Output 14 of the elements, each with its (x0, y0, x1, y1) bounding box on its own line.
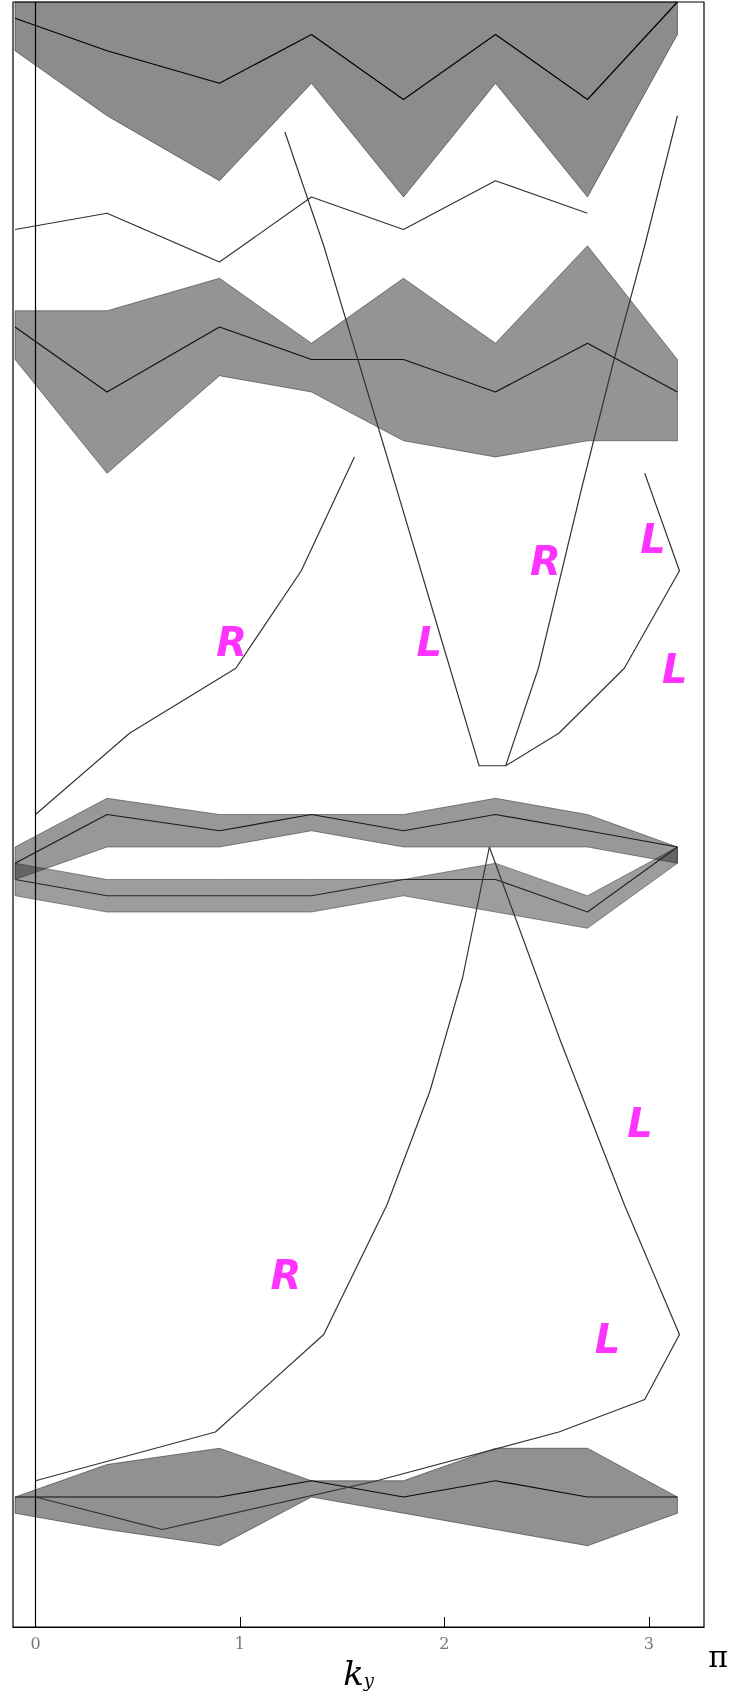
x-axis-title: ky (343, 1652, 375, 1693)
x-tick-label: 2 (439, 1633, 450, 1653)
text: π (708, 1638, 728, 1674)
x-tick-label: 0 (30, 1633, 41, 1653)
annotation: R (270, 1251, 302, 1298)
annotation: L (416, 618, 442, 665)
x-tick-label: 1 (234, 1633, 246, 1653)
annotation: L (627, 1100, 653, 1147)
annotation: L (640, 516, 666, 563)
annotation: L (594, 1316, 621, 1363)
annotation: R (216, 618, 248, 665)
x-tick-label: 3 (643, 1633, 654, 1653)
annotation: R (529, 537, 561, 584)
annotation: L (661, 645, 688, 692)
